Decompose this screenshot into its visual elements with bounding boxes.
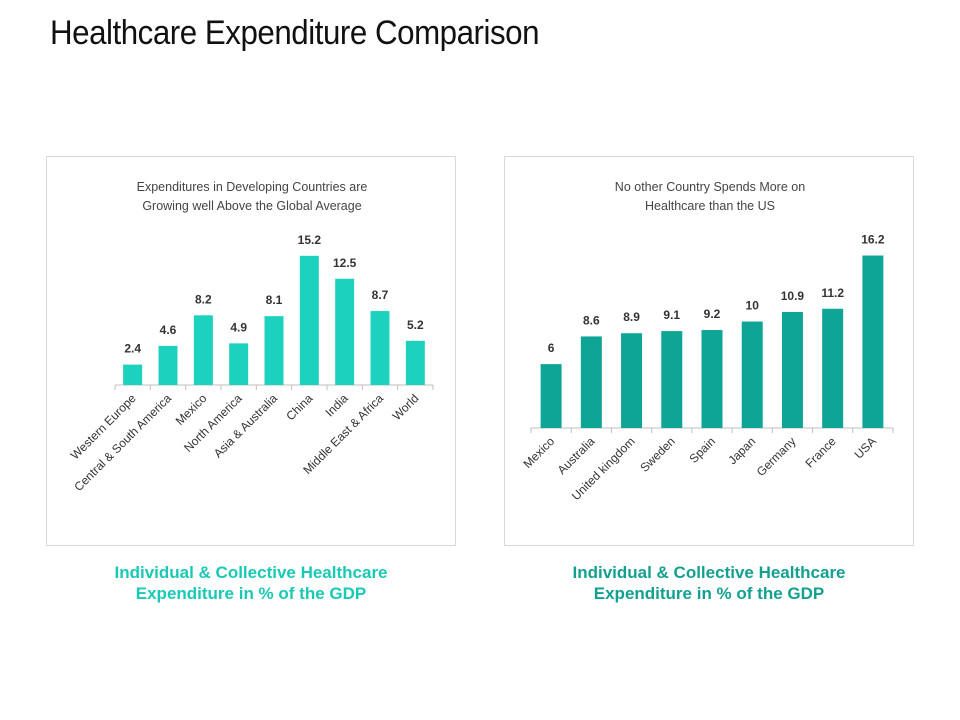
left-bar-chart: Expenditures in Developing Countries are… — [68, 180, 434, 494]
right-bar-chart: No other Country Spends More on Healthcar… — [520, 180, 894, 503]
left-value-label-3: 8.2 — [195, 292, 212, 306]
right-value-label-9: 16.2 — [861, 233, 885, 247]
right-bar-6 — [741, 321, 763, 428]
left-caption-line-2: Expenditure in % of the GDP — [135, 584, 367, 603]
left-bar-4 — [229, 343, 249, 385]
left-bar-5 — [264, 316, 284, 385]
right-chart-caption: Individual & Collective Healthcare Expen… — [504, 562, 914, 604]
right-value-label-8: 11.2 — [821, 286, 844, 300]
left-category-label-7: India — [322, 391, 351, 420]
right-bar-1 — [540, 364, 562, 428]
left-subtitle-line-2: Growing well Above the Global Average — [142, 199, 361, 213]
left-caption-line-1: Individual & Collective Healthcare — [114, 563, 388, 582]
right-bar-8 — [822, 308, 844, 428]
left-bar-6 — [299, 255, 319, 385]
right-value-label-4: 9.1 — [663, 308, 680, 322]
left-category-label-9: World — [390, 391, 422, 423]
right-value-label-5: 9.2 — [704, 307, 721, 321]
left-bar-8 — [370, 311, 390, 385]
left-value-label-6: 15.2 — [298, 233, 322, 247]
left-chart-panel: Expenditures in Developing Countries are… — [46, 156, 456, 546]
right-value-label-6: 10 — [746, 299, 760, 313]
right-bar-7 — [781, 311, 803, 428]
left-value-label-5: 8.1 — [266, 293, 283, 307]
left-value-label-4: 4.9 — [230, 320, 247, 334]
left-bar-1 — [123, 364, 143, 385]
right-bar-4 — [661, 331, 683, 428]
right-value-label-7: 10.9 — [781, 289, 805, 303]
right-category-label-1: Mexico — [520, 434, 557, 471]
left-category-label-6: China — [283, 391, 315, 423]
right-category-label-4: Sweden — [637, 434, 678, 475]
right-bar-5 — [701, 330, 723, 428]
left-bar-3 — [193, 315, 213, 385]
page-title: Healthcare Expenditure Comparison — [50, 14, 540, 52]
right-bar-3 — [621, 333, 643, 428]
left-bar-9 — [405, 340, 425, 385]
right-category-label-8: France — [802, 434, 839, 471]
left-value-label-2: 4.6 — [160, 323, 177, 337]
left-bar-2 — [158, 345, 178, 385]
right-value-label-3: 8.9 — [623, 310, 640, 324]
right-subtitle-line-1: No other Country Spends More on — [615, 180, 805, 194]
right-value-label-1: 6 — [548, 341, 555, 355]
left-value-label-8: 8.7 — [372, 288, 389, 302]
left-category-label-5: Asia & Australia — [211, 391, 281, 461]
right-bar-9 — [862, 255, 884, 428]
right-value-label-2: 8.6 — [583, 313, 600, 327]
left-chart-caption: Individual & Collective Healthcare Expen… — [46, 562, 456, 604]
left-subtitle-line-1: Expenditures in Developing Countries are — [137, 180, 368, 194]
right-category-label-9: USA — [852, 434, 879, 461]
right-caption-line-1: Individual & Collective Healthcare — [572, 563, 846, 582]
right-subtitle-line-2: Healthcare than the US — [645, 199, 775, 213]
right-category-label-5: Spain — [687, 434, 719, 466]
right-category-label-7: Germany — [754, 434, 799, 479]
left-value-label-9: 5.2 — [407, 318, 424, 332]
right-bar-2 — [580, 336, 602, 428]
left-value-label-7: 12.5 — [333, 256, 357, 270]
left-value-label-1: 2.4 — [124, 342, 141, 356]
right-caption-line-2: Expenditure in % of the GDP — [593, 584, 825, 603]
right-category-label-6: Japan — [725, 434, 758, 467]
right-chart-panel: No other Country Spends More on Healthcar… — [504, 156, 914, 546]
left-bar-7 — [335, 278, 355, 385]
